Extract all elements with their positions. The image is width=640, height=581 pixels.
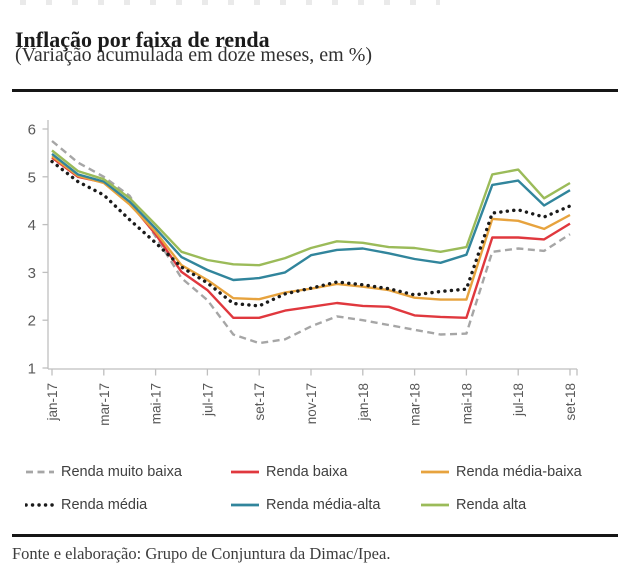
chart-area: 1 2 3 4 5 6 jan-17 mar-17 mai-17 jul-17 set-17 nov-… xyxy=(28,120,578,426)
y-tick-label: 2 xyxy=(28,313,36,330)
y-tick-label: 4 xyxy=(28,217,36,234)
bottom-divider xyxy=(12,534,618,537)
top-divider xyxy=(12,89,618,92)
series-line xyxy=(51,152,571,282)
legend-label: Renda média-alta xyxy=(266,497,381,513)
source-note: Fonte e elaboração: Grupo de Conjuntura … xyxy=(12,544,391,563)
legend-swatch-icon xyxy=(231,503,259,507)
legend-item: Renda baixa xyxy=(230,461,420,483)
legend-item: Renda média-alta xyxy=(230,494,420,516)
page-title: Inflação por faixa de renda xyxy=(15,26,270,52)
x-tick-label: set-17 xyxy=(252,383,267,421)
y-tick-label: 3 xyxy=(28,265,36,282)
legend-item: Renda muito baixa xyxy=(25,461,230,483)
legend-swatch-icon xyxy=(421,503,449,507)
legend-label: Renda alta xyxy=(456,497,527,513)
series-line xyxy=(50,159,572,308)
y-tick-label: 5 xyxy=(28,169,36,186)
legend-item: Renda média-baixa xyxy=(420,461,625,483)
x-tick-label: mar-18 xyxy=(408,383,423,426)
y-tick-label: 6 xyxy=(28,122,36,139)
x-tick-label: jan-18 xyxy=(356,383,371,422)
x-tick-label: nov-17 xyxy=(304,383,319,424)
legend-item: Renda média xyxy=(25,494,230,516)
legend-swatch-icon xyxy=(25,503,55,507)
line-chart: 1 2 3 4 5 6 jan-17 mar-17 mai-17 jul-17 set-17 nov-… xyxy=(28,120,578,426)
x-tick-label: jul-18 xyxy=(511,383,526,417)
y-tick-label: 1 xyxy=(28,361,36,378)
legend-label: Renda muito baixa xyxy=(61,464,182,480)
x-tick-label: jan-17 xyxy=(45,383,60,422)
legend-swatch-icon xyxy=(421,470,449,474)
x-tick-label: mai-17 xyxy=(149,383,164,424)
legend-label: Renda média-baixa xyxy=(456,464,582,480)
series-line xyxy=(51,140,571,345)
series-line xyxy=(51,156,571,319)
cropped-previous-line xyxy=(20,0,440,5)
x-tick-label: mar-17 xyxy=(97,383,112,426)
x-tick-label: mai-18 xyxy=(459,383,474,424)
legend-swatch-icon xyxy=(26,470,54,474)
x-tick-label: jul-17 xyxy=(200,383,215,417)
series-line xyxy=(51,149,571,267)
legend-swatch-icon xyxy=(231,470,259,474)
legend-label: Renda média xyxy=(61,497,148,513)
legend-item: Renda alta xyxy=(420,494,625,516)
page-subtitle: (Variação acumulada em doze meses, em %) xyxy=(15,44,373,66)
legend-label: Renda baixa xyxy=(266,464,348,480)
legend: Renda muito baixa Renda baixa Renda média-… xyxy=(25,461,625,516)
x-tick-label: set-18 xyxy=(563,383,578,421)
